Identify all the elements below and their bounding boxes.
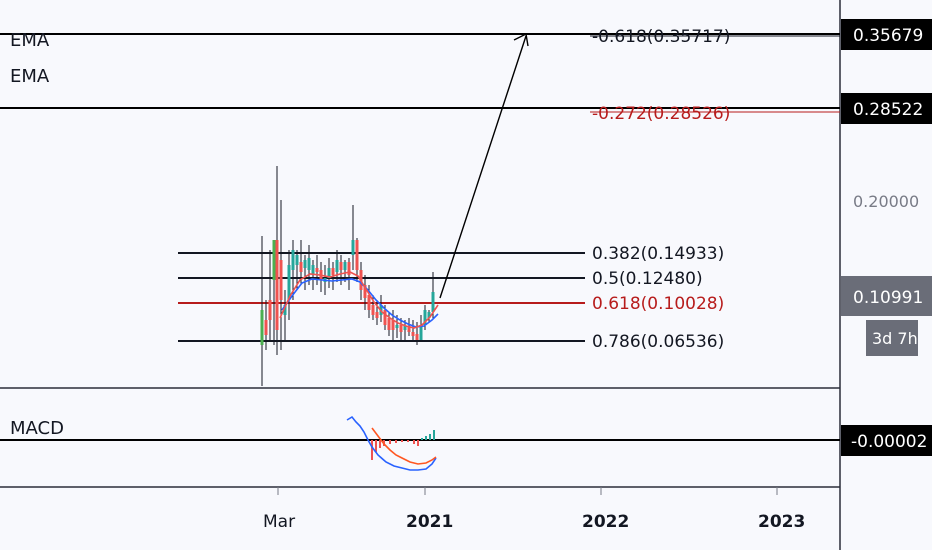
- candle-body: [260, 310, 264, 345]
- fib-label-4: 0.786(0.06536): [592, 332, 724, 352]
- candle-body: [415, 334, 419, 340]
- candle-body: [411, 332, 415, 336]
- price-badge-1: 0.35679: [853, 26, 923, 46]
- candle-body: [427, 312, 431, 318]
- macd-hist-bar: [375, 440, 377, 452]
- macd-hist-bar: [389, 440, 391, 444]
- candle-body: [327, 268, 331, 278]
- macd-hist-bar: [371, 440, 373, 460]
- candle-body: [303, 260, 307, 268]
- candle-body: [391, 320, 395, 330]
- macd-badge-bg: [841, 425, 932, 456]
- macd-hist-bar: [401, 440, 403, 442]
- price-badge-2: 0.28522: [853, 100, 923, 120]
- candle-body: [335, 260, 339, 272]
- candle-body: [295, 255, 299, 265]
- candle-body: [423, 310, 427, 325]
- macd-hist-bar: [421, 438, 423, 440]
- fib-ext-label-2: -0.272(0.28526): [592, 104, 730, 124]
- macd-hist-bar: [417, 440, 419, 446]
- candle-body: [355, 240, 359, 270]
- candle-body: [343, 262, 347, 270]
- candle-body: [371, 305, 375, 315]
- candle-body: [375, 312, 379, 318]
- price-badge-1-bg: [841, 19, 932, 50]
- candle-body: [299, 262, 303, 272]
- price-badge-3: 0.10991: [853, 288, 923, 308]
- candle-body: [395, 325, 399, 328]
- macd-hist-bar: [425, 436, 427, 440]
- candle-body: [291, 250, 295, 270]
- ema-fast-line: [279, 271, 439, 329]
- candle-body: [367, 295, 371, 310]
- candle-body: [315, 268, 319, 272]
- macd-hist-bar: [379, 440, 381, 448]
- time-label-mar: Mar: [263, 512, 295, 532]
- fib-label-1: 0.382(0.14933): [592, 244, 724, 264]
- candle-body: [347, 262, 351, 275]
- macd-badge: -0.00002: [851, 432, 927, 452]
- macd-histogram: [371, 430, 435, 460]
- countdown-badge: 3d 7h: [872, 329, 918, 348]
- price-axis-label: 0.20000: [853, 192, 919, 211]
- candle-body: [279, 260, 283, 300]
- indicator-legend-macd[interactable]: MACD: [10, 418, 64, 439]
- candle-body: [363, 285, 367, 298]
- candle-body: [399, 325, 403, 332]
- fib-label-2: 0.5(0.12480): [592, 269, 703, 289]
- fib-ext-label-1: -0.618(0.35717): [592, 27, 730, 47]
- macd-hist-bar: [433, 430, 435, 440]
- countdown-badge-bg: [866, 320, 918, 356]
- macd-hist-bar: [413, 440, 415, 444]
- candle-body: [351, 240, 355, 255]
- candle-body: [283, 305, 287, 315]
- projection-arrowhead: [513, 32, 529, 47]
- time-label-2021: 2021: [406, 512, 453, 532]
- macd-signal-line: [371, 427, 437, 465]
- macd-line: [346, 415, 437, 471]
- candle-body: [419, 325, 423, 340]
- candle-body: [339, 262, 343, 270]
- macd-hist-bar: [429, 434, 431, 440]
- candle-body: [264, 320, 268, 335]
- time-label-2023: 2023: [758, 512, 805, 532]
- indicator-legend-ema-1[interactable]: EMA: [10, 30, 50, 51]
- price-badge-2-bg: [841, 93, 932, 124]
- candle-body: [275, 240, 279, 330]
- candle-body: [407, 326, 411, 332]
- candles: [260, 166, 435, 386]
- candle-body: [431, 292, 435, 312]
- candle-body: [387, 318, 391, 330]
- candle-body: [383, 310, 387, 325]
- candle-body: [307, 258, 311, 270]
- candle-body: [331, 268, 335, 275]
- price-badge-3-bg: [841, 276, 932, 316]
- macd-hist-bar: [395, 440, 397, 443]
- fib-label-3: 0.618(0.10028): [592, 294, 724, 314]
- macd-hist-bar: [407, 440, 409, 442]
- time-label-2022: 2022: [582, 512, 629, 532]
- candle-body: [272, 240, 276, 280]
- projection-arrow-line: [439, 35, 527, 299]
- candle-body: [403, 326, 407, 330]
- candle-body: [287, 265, 291, 300]
- candle-body: [268, 300, 272, 320]
- indicator-legend-ema-2[interactable]: EMA: [10, 66, 50, 87]
- candle-body: [311, 265, 315, 275]
